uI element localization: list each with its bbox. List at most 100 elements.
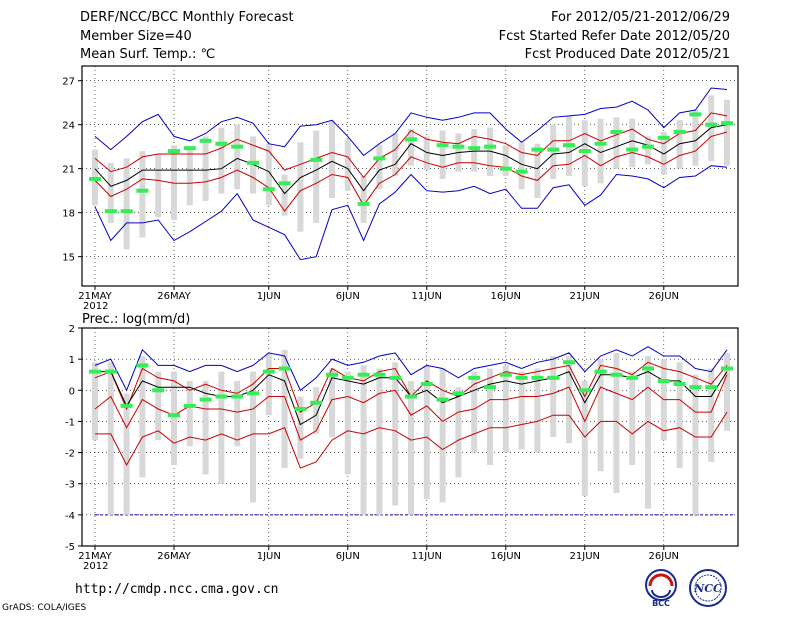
panel1-xtick-label: 26JUN bbox=[649, 291, 679, 302]
panel2-spread-box bbox=[344, 371, 351, 475]
panel1-year-label: 2012 bbox=[83, 301, 108, 312]
panel1-obs-marker bbox=[547, 147, 560, 152]
panel2-spread-box bbox=[408, 380, 414, 515]
footer-url[interactable]: http://cmdp.ncc.cma.gov.cn bbox=[75, 582, 279, 597]
panel2-obs-marker bbox=[89, 369, 101, 374]
panel1-spread-box bbox=[202, 136, 209, 201]
panel1-spread-box bbox=[155, 154, 162, 218]
forecast-produced-date: Fcst Produced Date 2012/05/21 bbox=[524, 47, 730, 62]
panel1-obs-marker bbox=[247, 160, 259, 165]
panel2-obs-marker bbox=[104, 369, 117, 374]
panel2-spread-box bbox=[234, 380, 241, 447]
panel2-spread-box bbox=[155, 371, 162, 441]
panel2-spread-box bbox=[534, 368, 541, 453]
panel1-obs-marker bbox=[278, 181, 291, 186]
panel1-series-max bbox=[94, 87, 728, 157]
panel1-frame bbox=[81, 65, 739, 287]
panel2-spread-box bbox=[597, 359, 604, 472]
panel2-xtick-label: 11JUN bbox=[412, 551, 442, 562]
panel2-spread-box bbox=[107, 362, 114, 515]
panel2-spread-box bbox=[329, 368, 335, 437]
panel1-spread-box bbox=[234, 124, 241, 190]
panel1-obs-marker bbox=[626, 147, 639, 152]
panel2-spread-box bbox=[550, 356, 557, 437]
panel2-obs-marker bbox=[705, 385, 718, 390]
panel2-obs-marker bbox=[578, 388, 591, 393]
panel2-spread-box bbox=[487, 368, 493, 466]
panel2-spread-box bbox=[171, 371, 177, 466]
panel2-spread-box bbox=[376, 368, 383, 515]
panel1-spread-box bbox=[250, 136, 256, 194]
panel1-xtick-label: 16JUN bbox=[491, 291, 521, 302]
panel1-obs-marker bbox=[657, 135, 670, 140]
panel1-spread-box bbox=[265, 143, 272, 206]
forecast-period: For 2012/05/21-2012/06/29 bbox=[551, 10, 730, 25]
panel1-ytick-label: 21 bbox=[62, 165, 75, 176]
panel1-spread-box bbox=[487, 127, 493, 176]
panel2-spread-box bbox=[629, 371, 636, 466]
panel1-obs-marker bbox=[120, 209, 133, 214]
panel2-obs-marker bbox=[341, 375, 354, 380]
panel2-obs-marker bbox=[136, 363, 149, 368]
panel1-series-mean bbox=[94, 124, 728, 195]
panel1-obs-marker bbox=[89, 176, 101, 181]
panel1-spread-box bbox=[297, 142, 304, 232]
panel1-obs-marker bbox=[642, 144, 654, 149]
panel1-ytick-label: 27 bbox=[62, 77, 75, 88]
panel2-obs-marker bbox=[436, 397, 449, 402]
panel2-obs-marker bbox=[642, 366, 654, 371]
panel2-spread-box bbox=[439, 368, 446, 503]
panel2-xtick-label: 21JUN bbox=[570, 551, 600, 562]
panel1-ytick-label: 24 bbox=[62, 121, 75, 132]
panel2-xtick-label: 1JUN bbox=[257, 551, 281, 562]
bcc-logo-text: BCC bbox=[652, 599, 670, 608]
panel2-obs-marker bbox=[689, 385, 702, 390]
panel2-series-min bbox=[95, 411, 728, 469]
panel1-spread-box bbox=[107, 162, 114, 223]
panel1-spread-box bbox=[613, 117, 620, 169]
panel2-spread-box bbox=[581, 380, 588, 497]
panel2-obs-marker bbox=[247, 391, 259, 396]
panel1-obs-marker bbox=[531, 147, 544, 152]
panel2-obs-marker bbox=[199, 397, 212, 402]
panel1-spread-box bbox=[534, 143, 541, 198]
panel2-spread-box bbox=[566, 356, 572, 444]
panel1-obs-marker bbox=[405, 137, 417, 142]
panel2-ytick-label: -5 bbox=[65, 542, 75, 553]
panel1-spread-box bbox=[329, 120, 335, 198]
panel2-spread-box bbox=[724, 352, 730, 431]
panel2-ytick-label: 2 bbox=[69, 324, 75, 335]
panel2-obs-marker bbox=[673, 382, 686, 387]
panel1-spread-box bbox=[550, 124, 557, 179]
member-size: Member Size=40 bbox=[80, 29, 192, 44]
panel2-ytick-label: -2 bbox=[65, 449, 75, 460]
panel1-obs-marker bbox=[563, 143, 575, 148]
panel1-obs-marker bbox=[689, 112, 702, 117]
panel2-obs-marker bbox=[120, 403, 133, 408]
panel1-spread-box bbox=[660, 132, 667, 175]
panel2-ytick-label: -4 bbox=[65, 511, 75, 522]
panel2-spread-box bbox=[360, 365, 367, 515]
panel1-obs-marker bbox=[515, 169, 528, 174]
panel1-spread-box bbox=[123, 158, 130, 250]
panel2-obs-marker bbox=[278, 366, 291, 371]
panel2-title: Prec.: log(mm/d) bbox=[82, 312, 190, 327]
panel1-obs-marker bbox=[578, 149, 591, 154]
panel1-obs-marker bbox=[594, 141, 607, 146]
panel2-spread-box bbox=[645, 356, 651, 509]
ncc-logo-text: NCC bbox=[693, 582, 722, 595]
panel2-obs-marker bbox=[215, 394, 228, 399]
panel2-spread-box bbox=[250, 371, 256, 503]
panel1-spread-box bbox=[360, 176, 367, 223]
panel2-obs-marker bbox=[389, 375, 402, 380]
panel1-obs-marker bbox=[262, 187, 275, 192]
panel2-ytick-label: 0 bbox=[69, 386, 75, 397]
panel1-spread-box bbox=[724, 99, 730, 166]
panel2-obs-marker bbox=[326, 372, 338, 377]
panel2-spread-box bbox=[518, 371, 525, 450]
panel1-obs-marker bbox=[452, 144, 465, 149]
panel1-obs-marker bbox=[484, 144, 496, 149]
panel2-year-label: 2012 bbox=[83, 561, 108, 572]
panel2-obs-marker bbox=[310, 400, 323, 405]
